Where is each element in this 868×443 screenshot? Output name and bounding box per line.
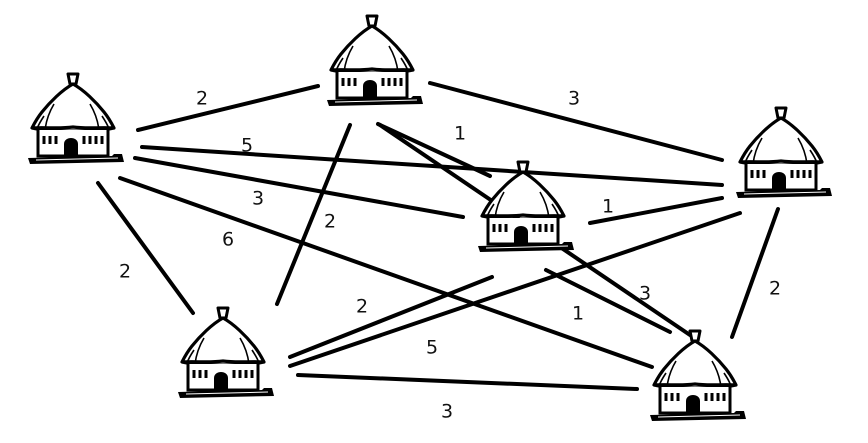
edge-weight-labels: 2 3 1 5 3 1 2 6 2 2 3 2 1 5 3 [119, 88, 781, 423]
edge-weight-label: 3 [639, 283, 651, 305]
edge-weight-label: 1 [572, 303, 584, 325]
edge-weight-label: 3 [568, 88, 580, 110]
hut-icon [26, 72, 126, 166]
edge-hut-d-hut-f [544, 268, 672, 334]
edge-hut-d-hut-c [588, 196, 724, 225]
edge-weight-label: 1 [454, 123, 466, 145]
edge-weight-label: 5 [426, 337, 438, 359]
hut-icon [325, 14, 425, 108]
edge-hut-a-hut-c [140, 145, 724, 187]
edge-weight-label: 2 [119, 261, 131, 283]
hut-icon [648, 329, 748, 423]
edge-hut-b-hut-e [275, 123, 352, 306]
edge-hut-c-hut-f [730, 207, 780, 339]
edge-hut-b-hut-c [428, 81, 724, 162]
edges-layer [96, 81, 780, 391]
edge-weight-label: 2 [324, 211, 336, 233]
hut-icon [176, 306, 276, 400]
nodes-layer [26, 14, 834, 423]
edge-hut-a-hut-e [96, 181, 195, 315]
edge-weight-label: 1 [602, 196, 614, 218]
edge-hut-a-hut-f [118, 176, 654, 369]
edge-weight-label: 3 [441, 401, 453, 423]
edge-hut-e-hut-f [296, 373, 639, 391]
edge-weight-label: 3 [252, 188, 264, 210]
edge-weight-label: 5 [241, 135, 253, 157]
edge-hut-a-hut-b [136, 84, 320, 132]
edge-weight-label: 2 [769, 278, 781, 300]
edge-weight-label: 2 [356, 296, 368, 318]
edge-weight-label: 6 [222, 229, 234, 251]
edge-hut-e-hut-d [288, 275, 494, 359]
hut-icon [734, 106, 834, 200]
edge-hut-a-hut-d [133, 156, 465, 219]
edge-hut-e-hut-c [288, 211, 742, 368]
edge-weight-label: 2 [196, 88, 208, 110]
